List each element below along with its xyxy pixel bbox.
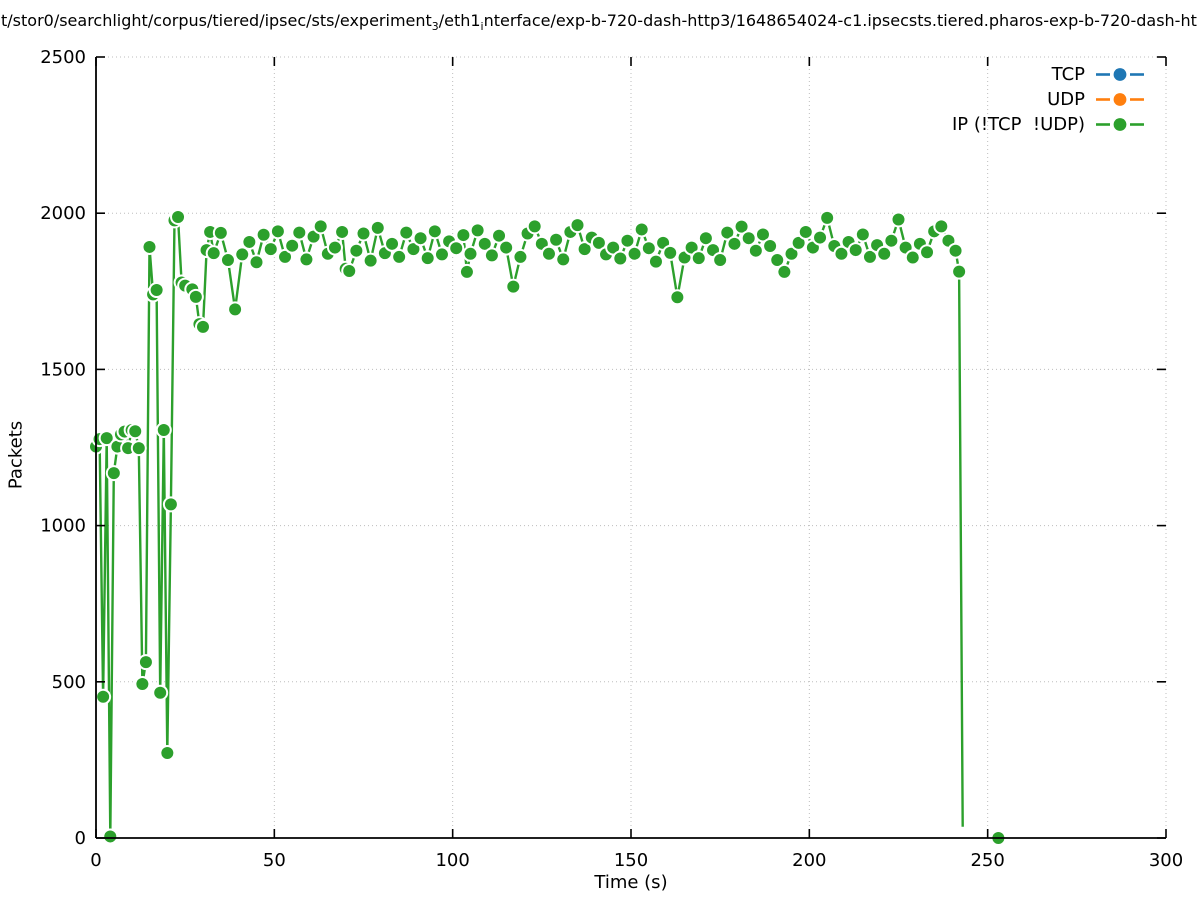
legend-item-tcp: TCP — [1052, 62, 1145, 86]
x-tick-label: 100 — [435, 850, 469, 871]
y-tick-label: 1000 — [40, 516, 86, 537]
x-tick-label: 0 — [90, 850, 101, 871]
y-tick-label: 2500 — [40, 47, 86, 68]
x-tick-label: 200 — [792, 850, 826, 871]
y-tick-label: 1500 — [40, 359, 86, 380]
y-tick-label: 2000 — [40, 203, 86, 224]
y-tick-label: 0 — [75, 828, 86, 849]
chart-title: t/stor0/searchlight/corpus/tiered/ipsec/… — [1, 11, 1197, 34]
x-axis-label: Time (s) — [594, 872, 668, 893]
y-tick-label: 500 — [52, 672, 86, 693]
legend-label-ip-not-tcp-not-udp: IP (!TCP !UDP) — [951, 113, 1085, 135]
x-tick-label: 300 — [1149, 850, 1183, 871]
x-tick-label: 150 — [614, 850, 648, 871]
chart-legend: TCP UDP IP (!TCP !UDP) — [952, 62, 1145, 136]
legend-label-tcp: TCP — [1051, 63, 1085, 85]
x-tick-label: 50 — [263, 850, 286, 871]
legend-item-udp: UDP — [1047, 87, 1145, 111]
legend-swatch-udp-icon — [1096, 92, 1144, 106]
legend-swatch-ip-icon — [1096, 117, 1144, 131]
legend-item-ip-not-tcp-not-udp: IP (!TCP !UDP) — [952, 112, 1145, 136]
legend-label-udp: UDP — [1047, 88, 1085, 110]
x-tick-label: 250 — [970, 850, 1004, 871]
legend-swatch-tcp-icon — [1096, 67, 1144, 81]
